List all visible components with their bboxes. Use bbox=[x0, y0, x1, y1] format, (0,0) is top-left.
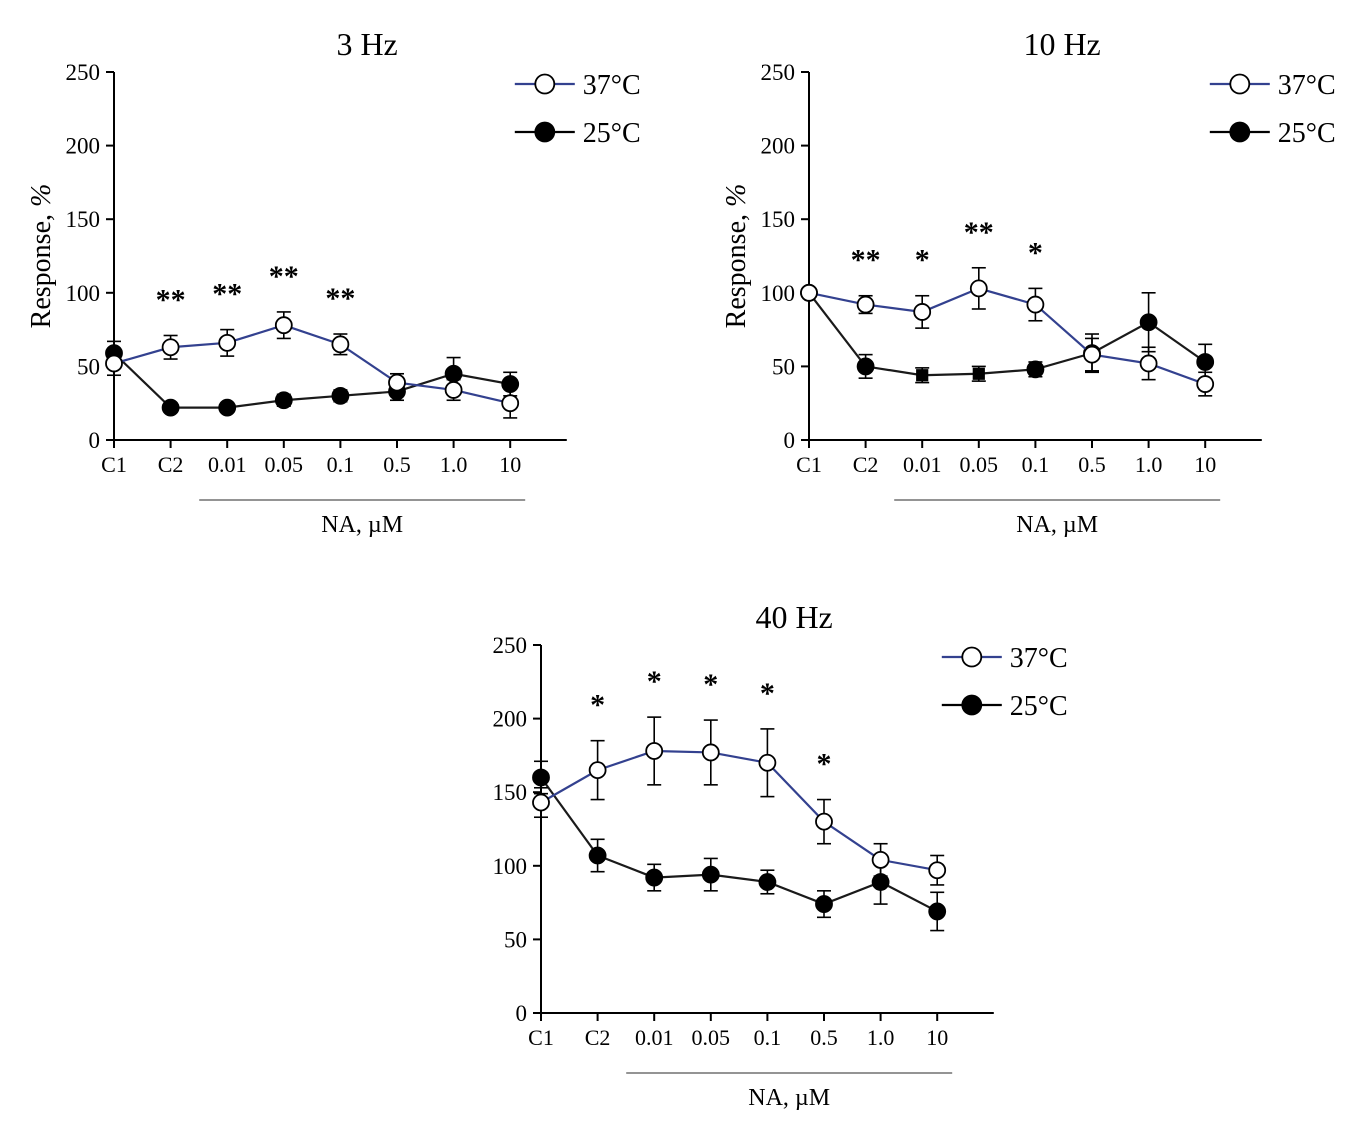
svg-text:1.0: 1.0 bbox=[1135, 452, 1163, 477]
svg-text:C1: C1 bbox=[101, 452, 127, 477]
svg-text:0.5: 0.5 bbox=[383, 452, 411, 477]
svg-text:0.01: 0.01 bbox=[635, 1025, 674, 1050]
svg-text:100: 100 bbox=[493, 854, 528, 879]
svg-text:0.1: 0.1 bbox=[1022, 452, 1050, 477]
svg-text:10: 10 bbox=[926, 1025, 948, 1050]
svg-text:250: 250 bbox=[66, 60, 101, 85]
svg-text:**: ** bbox=[851, 244, 881, 277]
svg-text:C1: C1 bbox=[796, 452, 822, 477]
svg-text:0.1: 0.1 bbox=[754, 1025, 782, 1050]
svg-text:1.0: 1.0 bbox=[440, 452, 468, 477]
svg-text:0.01: 0.01 bbox=[903, 452, 942, 477]
svg-text:1.0: 1.0 bbox=[867, 1025, 895, 1050]
svg-text:25°C: 25°C bbox=[1010, 691, 1067, 722]
svg-text:**: ** bbox=[964, 216, 994, 249]
svg-text:150: 150 bbox=[493, 780, 528, 805]
svg-text:NA, µM: NA, µM bbox=[748, 1085, 830, 1111]
svg-text:C2: C2 bbox=[158, 452, 184, 477]
svg-text:25°C: 25°C bbox=[1278, 118, 1335, 149]
svg-text:0.05: 0.05 bbox=[265, 452, 304, 477]
svg-text:0.05: 0.05 bbox=[960, 452, 999, 477]
svg-text:*: * bbox=[703, 668, 718, 701]
svg-text:40 Hz: 40 Hz bbox=[755, 599, 832, 635]
svg-text:250: 250 bbox=[761, 60, 796, 85]
svg-text:*: * bbox=[915, 244, 930, 277]
svg-text:0.1: 0.1 bbox=[327, 452, 355, 477]
svg-text:0.5: 0.5 bbox=[1078, 452, 1106, 477]
svg-text:250: 250 bbox=[493, 633, 528, 658]
svg-text:*: * bbox=[760, 677, 775, 710]
svg-text:**: ** bbox=[269, 260, 299, 293]
svg-text:0: 0 bbox=[784, 428, 796, 453]
svg-text:100: 100 bbox=[761, 281, 796, 306]
svg-text:200: 200 bbox=[493, 707, 528, 732]
svg-text:NA, µM: NA, µM bbox=[321, 512, 403, 538]
svg-text:10: 10 bbox=[1194, 452, 1216, 477]
svg-text:Response, %: Response, % bbox=[721, 184, 752, 329]
svg-text:200: 200 bbox=[761, 134, 796, 159]
svg-text:**: ** bbox=[325, 282, 355, 315]
svg-text:C2: C2 bbox=[853, 452, 879, 477]
svg-text:*: * bbox=[590, 689, 605, 722]
svg-text:*: * bbox=[1028, 236, 1043, 269]
svg-text:C1: C1 bbox=[528, 1025, 554, 1050]
svg-text:0.01: 0.01 bbox=[208, 452, 247, 477]
svg-text:0.05: 0.05 bbox=[692, 1025, 731, 1050]
svg-text:150: 150 bbox=[66, 207, 101, 232]
svg-text:C2: C2 bbox=[585, 1025, 611, 1050]
svg-text:0: 0 bbox=[516, 1001, 528, 1026]
svg-text:100: 100 bbox=[66, 281, 101, 306]
svg-text:37°C: 37°C bbox=[1278, 70, 1335, 101]
svg-text:150: 150 bbox=[761, 207, 796, 232]
svg-text:10 Hz: 10 Hz bbox=[1023, 26, 1100, 62]
svg-text:25°C: 25°C bbox=[583, 118, 640, 149]
svg-text:200: 200 bbox=[66, 134, 101, 159]
svg-text:3 Hz: 3 Hz bbox=[336, 26, 397, 62]
svg-text:*: * bbox=[647, 665, 662, 698]
svg-text:**: ** bbox=[212, 278, 242, 311]
svg-text:37°C: 37°C bbox=[583, 70, 640, 101]
svg-text:*: * bbox=[817, 748, 832, 781]
svg-text:Response, %: Response, % bbox=[26, 184, 57, 329]
svg-text:0.5: 0.5 bbox=[810, 1025, 838, 1050]
svg-text:50: 50 bbox=[772, 354, 795, 379]
svg-text:37°C: 37°C bbox=[1010, 643, 1067, 674]
svg-text:**: ** bbox=[156, 283, 186, 316]
svg-text:NA, µM: NA, µM bbox=[1016, 512, 1098, 538]
svg-text:50: 50 bbox=[504, 927, 527, 952]
svg-text:10: 10 bbox=[499, 452, 521, 477]
svg-text:50: 50 bbox=[77, 354, 100, 379]
svg-text:0: 0 bbox=[89, 428, 101, 453]
